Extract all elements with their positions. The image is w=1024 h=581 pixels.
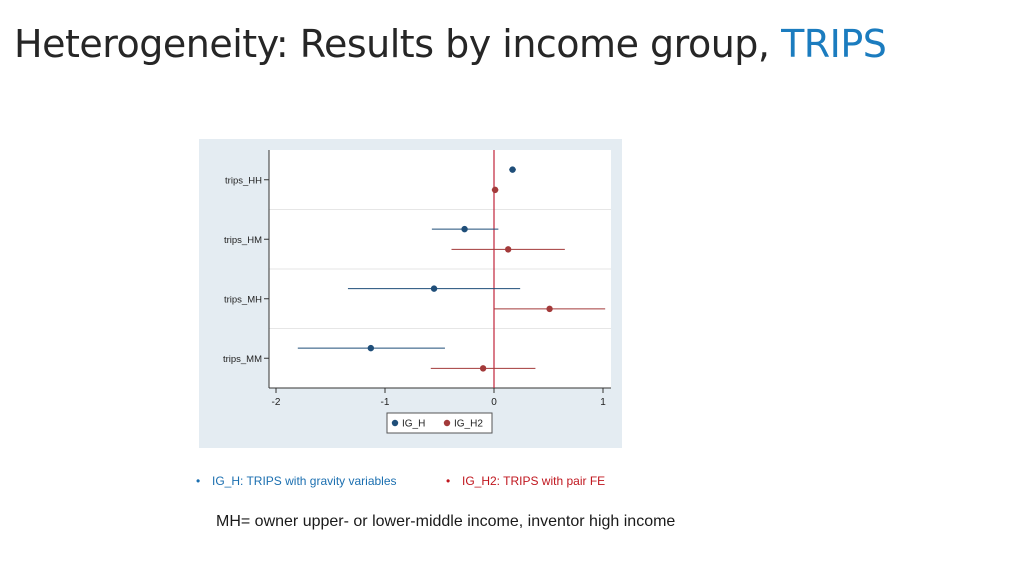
point-ig-h [367,344,375,352]
bullet-icon: • [196,474,201,488]
point-ig-h [509,166,516,173]
footnote: MH= owner upper- or lower-middle income,… [216,513,676,530]
point-ig-h [461,225,468,233]
legend-box [386,412,493,434]
legend-label: IG_H2 [454,419,483,430]
page-title-main: Heterogeneity: Results by income group, [14,22,782,66]
y-tick-label: trips_HM [224,235,262,246]
y-tick-label: trips_MM [223,354,262,365]
x-tick-label: 1 [600,397,606,408]
legend-marker [443,419,451,427]
x-tick-label: 0 [491,397,497,408]
x-tick-label: -1 [381,397,390,408]
page-title-accent: TRIPS [781,22,887,66]
y-tick-label: trips_HH [225,175,262,186]
note-ig-h2-text: IG_H2: TRIPS with pair FE [462,474,606,488]
point-ig-h2 [491,186,499,194]
note-ig-h2: • IG_H2: TRIPS with pair FE [446,474,605,488]
page-title: Heterogeneity: Results by income group, … [14,22,887,66]
legend-marker [391,419,399,427]
note-ig-h: • IG_H: TRIPS with gravity variables [196,474,397,488]
note-ig-h-text: IG_H: TRIPS with gravity variables [212,474,397,488]
series-notes: • IG_H: TRIPS with gravity variables • IG_… [0,474,1024,494]
point-ig-h2 [504,246,512,253]
x-tick-label: -2 [272,397,281,408]
bullet-icon: • [446,474,451,488]
y-tick-label: trips_MH [224,294,262,305]
point-ig-h [430,285,438,292]
legend-label: IG_H [402,419,425,430]
point-ig-h2 [479,365,487,372]
point-ig-h2 [546,305,553,313]
